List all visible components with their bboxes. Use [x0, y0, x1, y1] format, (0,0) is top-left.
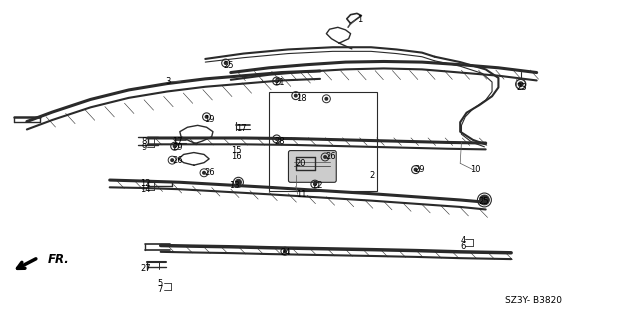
- Text: 11: 11: [296, 190, 307, 199]
- Text: 4: 4: [460, 236, 465, 245]
- Text: 25: 25: [223, 61, 234, 70]
- Circle shape: [518, 81, 524, 87]
- Text: 1: 1: [357, 15, 362, 24]
- Text: 22: 22: [312, 181, 323, 190]
- Circle shape: [173, 144, 177, 148]
- Circle shape: [294, 94, 298, 98]
- Text: 20: 20: [296, 159, 307, 168]
- Text: 26: 26: [204, 168, 214, 177]
- Text: 5: 5: [157, 279, 163, 288]
- Text: 17: 17: [172, 137, 183, 146]
- Text: SZ3Y- B3820: SZ3Y- B3820: [505, 296, 562, 305]
- Text: 12: 12: [140, 179, 151, 188]
- Text: 16: 16: [231, 152, 241, 161]
- Text: 8: 8: [141, 137, 147, 146]
- Circle shape: [323, 155, 327, 159]
- Circle shape: [275, 79, 278, 83]
- Circle shape: [313, 182, 317, 186]
- Text: 6: 6: [460, 242, 465, 251]
- Text: 21: 21: [274, 78, 285, 87]
- Text: 18: 18: [296, 94, 307, 103]
- Circle shape: [170, 158, 174, 162]
- Circle shape: [236, 179, 241, 185]
- Circle shape: [202, 171, 206, 175]
- Text: 10: 10: [470, 165, 480, 174]
- Circle shape: [413, 168, 417, 172]
- Text: 13: 13: [230, 181, 240, 190]
- Text: 15: 15: [231, 145, 241, 154]
- Bar: [269, 92, 378, 191]
- Text: 2: 2: [370, 171, 375, 181]
- Text: 29: 29: [414, 165, 425, 174]
- Text: 23: 23: [516, 83, 527, 92]
- FancyBboxPatch shape: [289, 151, 336, 182]
- Text: 9: 9: [141, 143, 147, 152]
- Text: 28: 28: [274, 137, 285, 146]
- Text: 26: 26: [325, 152, 336, 161]
- Text: 25: 25: [478, 197, 488, 206]
- Text: 7: 7: [157, 285, 163, 294]
- Text: 27: 27: [140, 264, 151, 273]
- Text: 29: 29: [172, 143, 182, 152]
- Circle shape: [205, 115, 209, 119]
- Text: 26: 26: [172, 156, 183, 165]
- Text: 17: 17: [236, 124, 246, 133]
- Circle shape: [324, 97, 328, 101]
- Text: FR.: FR.: [48, 253, 70, 266]
- Text: 24: 24: [280, 248, 291, 257]
- Text: 3: 3: [166, 77, 171, 85]
- Circle shape: [283, 249, 287, 253]
- Circle shape: [224, 61, 228, 65]
- Text: 14: 14: [140, 185, 151, 194]
- Text: 19: 19: [204, 115, 214, 123]
- Circle shape: [479, 195, 490, 205]
- Circle shape: [275, 137, 278, 141]
